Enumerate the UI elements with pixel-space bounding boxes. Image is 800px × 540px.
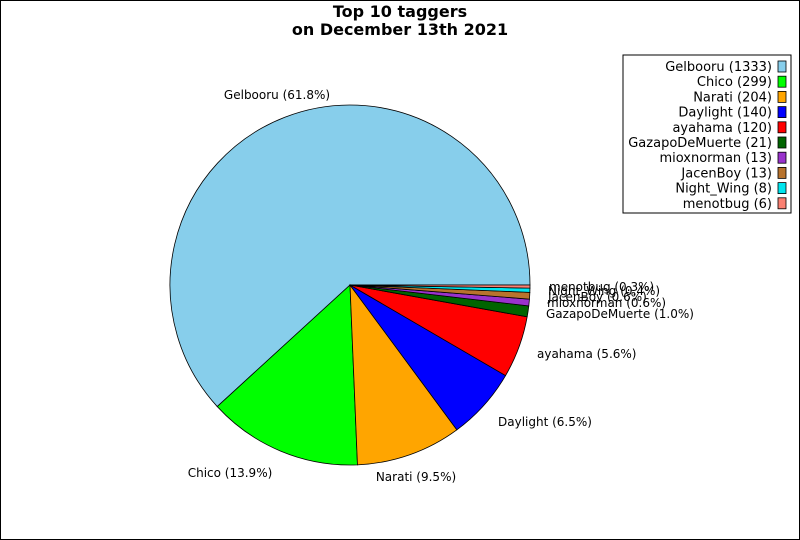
legend-label-gazapodemuerte: GazapoDeMuerte (21) [628,136,772,151]
legend-label-chico: Chico (299) [697,75,772,90]
legend-label-jacenboy: JacenBoy (13) [680,166,772,181]
legend-swatch-night_wing [777,182,787,195]
legend-label-gelbooru: Gelbooru (1333) [665,60,772,75]
slice-label-narati: Narati (9.5%) [376,470,456,484]
legend-label-daylight: Daylight (140) [678,106,772,121]
slice-label-ayahama: ayahama (5.6%) [537,347,636,361]
legend-box [622,54,792,214]
pie-slice-gelbooru [169,104,531,408]
legend-label-menotbug: menotbug (6) [683,197,772,212]
legend-label-mioxnorman: mioxnorman (13) [659,151,772,166]
legend-items: Gelbooru (1333)Chico (299)Narati (204)Da… [628,60,787,212]
legend-label-night_wing: Night_Wing (8) [675,182,772,197]
legend: Gelbooru (1333)Chico (299)Narati (204)Da… [622,54,792,214]
legend-swatch-mioxnorman [777,151,787,164]
slice-label-gelbooru: Gelbooru (61.8%) [224,88,330,102]
slice-label-gazapodemuerte: GazapoDeMuerte (1.0%) [546,307,694,321]
slice-label-night_wing: Night_Wing (0.4%) [548,284,660,298]
pie-slice-chico [216,284,358,466]
pie-slice-labels: Gelbooru (61.8%) Chico (13.9%) Narati (9.5… [188,88,694,484]
slice-label-jacenboy: JacenBoy (0.6%) [547,290,647,304]
legend-swatch-narati [777,91,787,103]
legend-swatch-menotbug [777,197,787,210]
pie-slice-narati [349,283,458,466]
legend-swatch-gazapodemuerte [777,136,787,149]
legend-label-ayahama: ayahama (120) [672,121,772,136]
pie-slices [169,104,531,466]
slice-label-daylight: Daylight (6.5%) [498,415,592,429]
slice-label-chico: Chico (13.9%) [188,466,273,480]
pie-slice-menotbug [349,284,531,289]
legend-label-narati: Narati (204) [693,90,772,105]
legend-swatch-jacenboy [777,166,787,179]
slice-label-menotbug: menotbug (0.3%) [549,280,654,294]
legend-swatch-chico [777,75,787,88]
legend-swatch-ayahama [777,121,787,134]
legend-swatch-daylight [777,106,787,118]
legend-swatch-gelbooru [777,60,787,73]
chart-title-line-2: on December 13th 2021 [292,20,508,39]
slice-label-mioxnorman: mioxnorman (0.6%) [547,296,666,310]
chart-title-line-1: Top 10 taggers [333,2,467,21]
